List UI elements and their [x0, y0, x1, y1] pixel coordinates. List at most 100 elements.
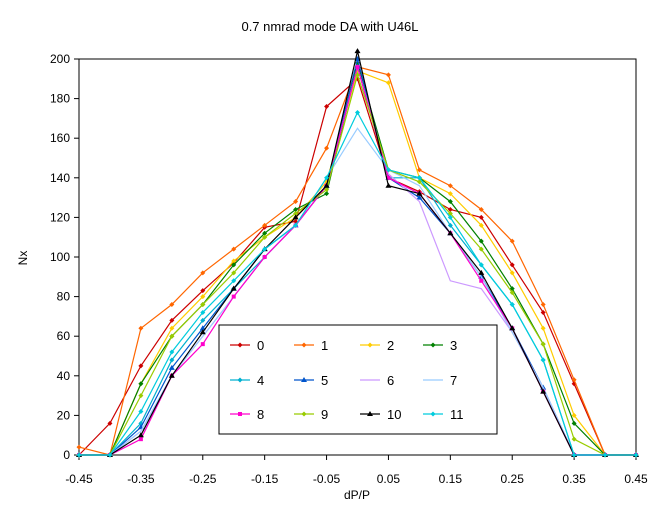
legend-item-2: 2: [360, 338, 394, 353]
y-axis-label: Nx: [16, 251, 30, 266]
data-point: [354, 48, 361, 54]
legend-item-5: 5: [294, 373, 328, 388]
data-point: [262, 222, 268, 228]
data-point: [416, 167, 422, 173]
x-tick-label: 0.45: [624, 472, 648, 486]
legend-item-3: 3: [423, 338, 457, 353]
data-point: [447, 230, 454, 236]
legend-box: [218, 324, 498, 435]
series-layer: [76, 48, 639, 458]
y-tick-label: 60: [57, 329, 71, 343]
data-point: [262, 230, 268, 236]
x-tick-label: 0.05: [377, 472, 401, 486]
data-point: [571, 412, 577, 418]
data-point: [200, 270, 206, 276]
data-point: [324, 191, 330, 197]
data-point: [386, 175, 391, 180]
data-point: [324, 145, 330, 151]
data-point: [478, 246, 484, 252]
data-point: [76, 444, 82, 450]
x-tick-label: -0.05: [313, 472, 341, 486]
data-point: [540, 302, 546, 308]
data-point: [138, 325, 144, 331]
data-point: [447, 210, 453, 216]
legend-label: 10: [387, 407, 401, 422]
x-tick-label: 0.35: [562, 472, 586, 486]
data-point: [447, 222, 453, 228]
data-point: [540, 325, 546, 331]
data-point: [416, 175, 422, 181]
legend-label: 1: [321, 338, 328, 353]
legend-label: 9: [321, 407, 328, 422]
data-point: [447, 183, 453, 189]
data-point: [478, 222, 484, 228]
y-tick-label: 160: [50, 131, 70, 145]
x-axis-ticks: -0.45 -0.35 -0.25 -0.15 -0.05 0.05 0.15 0.25 0.3…: [65, 455, 648, 486]
data-point: [509, 270, 515, 276]
y-tick-label: 100: [50, 250, 70, 264]
x-tick-label: -0.25: [189, 472, 217, 486]
data-point: [200, 317, 206, 323]
data-point: [168, 364, 175, 370]
data-point: [509, 238, 515, 244]
data-point: [231, 258, 237, 264]
data-point: [540, 357, 546, 363]
data-point: [509, 262, 515, 268]
data-point: [571, 377, 577, 383]
x-tick-label: -0.45: [65, 472, 93, 486]
data-point: [416, 194, 423, 200]
data-point: [199, 329, 206, 335]
series-11: [76, 109, 639, 458]
data-point: [169, 317, 175, 323]
legend-label: 0: [257, 338, 264, 353]
legend-label: 3: [450, 338, 457, 353]
x-tick-label: -0.15: [251, 472, 279, 486]
x-axis-label: dP/P: [344, 488, 370, 502]
data-point: [231, 294, 236, 299]
chart-title: 0.7 nmrad mode DA with U46L: [241, 19, 418, 34]
data-point: [385, 80, 391, 86]
legend-item-9: 9: [294, 407, 328, 422]
data-point: [138, 381, 144, 387]
data-point: [199, 325, 206, 331]
data-point: [540, 309, 546, 315]
data-point: [324, 175, 330, 181]
y-tick-label: 120: [50, 210, 70, 224]
data-point: [262, 255, 267, 259]
legend-marker: [237, 377, 243, 383]
data-point: [478, 206, 484, 212]
legend-label: 6: [387, 373, 394, 388]
legend-marker: [237, 342, 243, 348]
legend-label: 2: [387, 338, 394, 353]
legend-label: 5: [321, 373, 328, 388]
data-point: [478, 214, 484, 220]
legend-items: 0 1 2 3 4 5 6 7 8 9 10 11: [230, 338, 464, 422]
legend-item-11: 11: [423, 407, 464, 422]
data-point: [76, 452, 82, 458]
data-point: [138, 393, 144, 399]
legend-marker: [367, 342, 373, 348]
data-point: [168, 372, 175, 378]
data-point: [138, 408, 144, 414]
data-point: [230, 285, 237, 291]
data-point: [231, 262, 237, 268]
data-point: [571, 420, 577, 426]
data-point: [293, 199, 299, 205]
data-point: [169, 302, 175, 308]
data-point: [293, 206, 299, 212]
data-point: [416, 179, 422, 185]
data-point: [355, 109, 360, 115]
legend-marker: [301, 342, 307, 348]
data-point: [324, 104, 330, 110]
data-point: [107, 452, 113, 458]
data-point: [137, 432, 144, 438]
data-point: [169, 325, 175, 331]
legend-item-10: 10: [360, 407, 401, 422]
data-point: [478, 238, 484, 244]
data-point: [509, 302, 515, 308]
data-point: [200, 302, 206, 308]
data-point: [540, 341, 546, 347]
legend-label: 8: [257, 407, 264, 422]
legend-item-4: 4: [230, 373, 264, 388]
x-tick-label: 0.15: [439, 472, 463, 486]
